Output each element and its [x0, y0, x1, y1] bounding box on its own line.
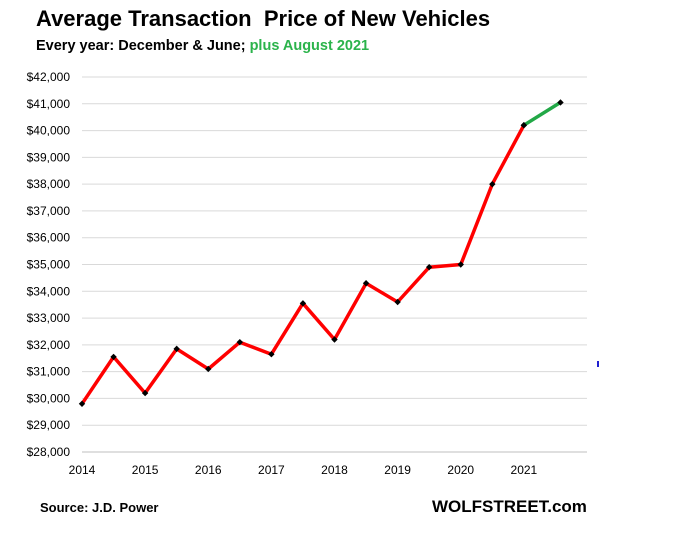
data-point	[425, 263, 433, 271]
x-tick-label: 2017	[258, 463, 285, 477]
data-point	[141, 389, 149, 397]
y-tick-label: $39,000	[27, 150, 71, 164]
data-point	[236, 338, 244, 346]
subtitle-main: Every year: December & June;	[36, 38, 250, 54]
x-tick-labels: 2014 2015 2016 2017 2018 2019 2020 2021	[69, 463, 538, 477]
x-tick-label: 2015	[132, 463, 159, 477]
x-tick-label: 2016	[195, 463, 222, 477]
data-point	[520, 122, 528, 129]
y-tick-label: $28,000	[27, 445, 71, 459]
grid-lines	[82, 76, 587, 426]
y-tick-label: $34,000	[27, 284, 71, 298]
y-tick-label: $42,000	[27, 70, 71, 84]
data-point	[362, 280, 370, 287]
y-tick-label: $31,000	[27, 365, 71, 379]
data-point	[173, 345, 180, 353]
y-tick-label: $37,000	[27, 204, 71, 218]
data-point	[394, 298, 401, 306]
x-tick-label: 2014	[69, 463, 96, 477]
data-point	[299, 300, 307, 307]
data-point	[457, 261, 464, 268]
x-tick-label: 2021	[511, 463, 538, 477]
brand-watermark: WOLFSTREET.com	[432, 497, 587, 516]
source-note: Source: J.D. Power	[40, 500, 159, 515]
data-point	[110, 353, 117, 361]
data-point	[78, 400, 86, 407]
data-point	[205, 365, 212, 373]
y-tick-label: $35,000	[27, 258, 71, 272]
series-lines	[80, 100, 563, 406]
y-tick-labels: $42,000 $41,000 $40,000 $39,000 $38,000 $37,0…	[27, 70, 71, 459]
data-point	[331, 336, 338, 343]
y-tick-label: $38,000	[27, 177, 71, 191]
y-tick-label: $40,000	[27, 124, 71, 138]
stray-mark	[597, 361, 599, 367]
y-tick-label: $29,000	[27, 418, 71, 432]
chart-title: Average Transaction Price of New Vehicle…	[36, 6, 491, 31]
chart-subtitle: Every year: December & June; plus August…	[36, 38, 369, 54]
data-point	[489, 180, 496, 188]
data-point	[268, 351, 275, 358]
x-tick-label: 2020	[447, 463, 474, 477]
subtitle-accent: plus August 2021	[249, 38, 370, 54]
y-tick-label: $33,000	[27, 311, 71, 325]
y-tick-label: $30,000	[27, 391, 71, 405]
x-tick-label: 2019	[384, 463, 411, 477]
y-tick-label: $32,000	[27, 338, 71, 352]
series-line-1	[522, 100, 563, 127]
y-tick-label: $41,000	[27, 97, 71, 111]
data-points	[78, 99, 564, 407]
y-tick-label: $36,000	[27, 231, 71, 245]
x-tick-label: 2018	[321, 463, 348, 477]
data-point	[557, 99, 564, 106]
